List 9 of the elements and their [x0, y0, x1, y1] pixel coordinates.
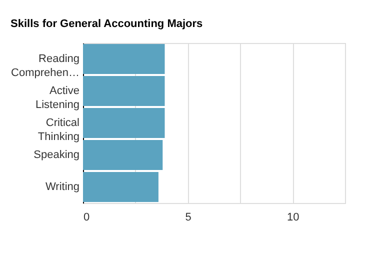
y-tick-label: Reading Comprehen… — [11, 53, 80, 79]
y-tick-label: Writing — [45, 181, 80, 193]
x-tick-label: 5 — [185, 212, 192, 224]
y-tick-label: Active Listening — [35, 85, 80, 111]
y-tick-label: Critical Thinking — [38, 117, 80, 143]
chart-title: Skills for General Accounting Majors — [10, 18, 203, 30]
x-tick-label: 10 — [286, 212, 300, 224]
y-tick-label: Speaking — [34, 149, 80, 161]
x-tick-label: 0 — [84, 212, 90, 224]
